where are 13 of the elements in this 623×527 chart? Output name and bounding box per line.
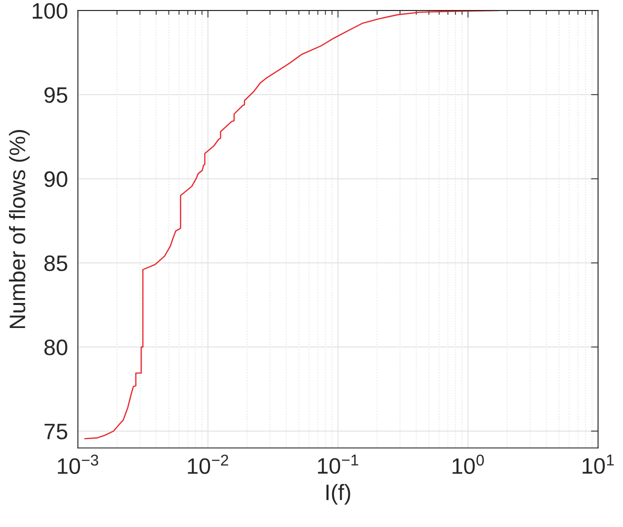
y-tick-label: 75: [44, 424, 68, 440]
x-tick-label: 10$^{1}$: [582, 454, 614, 474]
y-tick-label: 95: [44, 87, 68, 103]
x-axis-title: I(f): [326, 484, 350, 505]
y-tick-label: 100: [32, 3, 68, 19]
y-axis-title: Number of flows (%): [8, 130, 30, 328]
x-tick-label: 10$^{−1}$: [318, 454, 358, 474]
y-tick-label: 85: [44, 255, 68, 272]
y-tick-label: 80: [44, 340, 68, 356]
x-tick-label: 10$^{−2}$: [188, 454, 228, 474]
y-tick-label: 90: [44, 171, 68, 188]
x-tick-label: 10$^{−3}$: [58, 454, 98, 474]
x-tick-label: 10$^{0}$: [452, 454, 484, 474]
